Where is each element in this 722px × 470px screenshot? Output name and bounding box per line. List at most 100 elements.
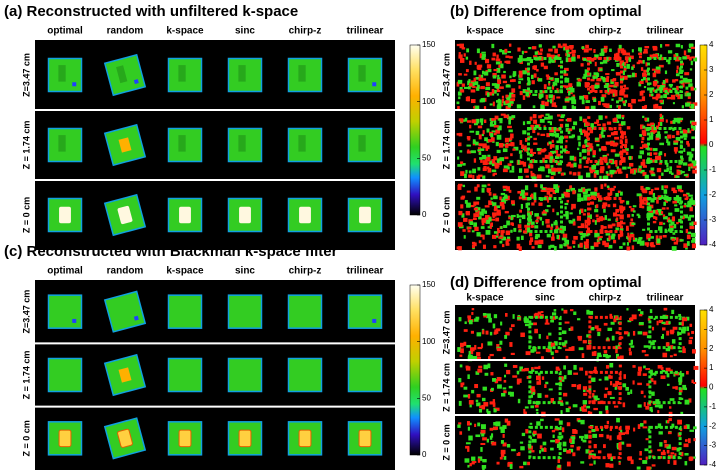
difference-speck <box>579 116 582 121</box>
difference-speck <box>564 375 567 379</box>
difference-speck <box>656 134 661 138</box>
difference-speck <box>653 73 657 78</box>
difference-speck <box>631 145 634 149</box>
difference-speck <box>495 421 500 426</box>
difference-speck <box>690 163 694 166</box>
difference-speck <box>499 241 502 244</box>
difference-speck <box>510 230 512 233</box>
colorbar-tick-label: -1 <box>709 402 717 411</box>
difference-speck <box>467 227 469 230</box>
difference-speck <box>683 148 685 152</box>
difference-speck <box>569 347 573 351</box>
difference-speck <box>684 425 687 429</box>
difference-speck <box>690 324 693 327</box>
difference-speck <box>674 354 677 356</box>
difference-speck <box>565 322 570 324</box>
difference-speck <box>489 354 493 356</box>
difference-speck <box>538 245 542 249</box>
difference-speck <box>493 156 497 160</box>
difference-speck <box>496 55 498 59</box>
difference-speck <box>494 231 498 234</box>
difference-speck <box>474 208 478 211</box>
difference-speck <box>651 174 655 177</box>
difference-speck <box>504 380 507 383</box>
column-label: trilinear <box>647 293 684 304</box>
difference-speck <box>665 70 667 74</box>
difference-speck <box>552 102 556 107</box>
difference-speck <box>466 69 469 72</box>
difference-speck <box>486 409 488 413</box>
difference-speck <box>577 148 579 150</box>
difference-speck <box>686 205 691 207</box>
difference-speck <box>540 134 545 136</box>
difference-speck <box>457 156 459 159</box>
difference-speck <box>491 58 495 61</box>
difference-speck <box>547 87 551 90</box>
difference-speck <box>563 448 567 452</box>
difference-speck <box>480 148 484 151</box>
difference-speck <box>544 66 548 69</box>
difference-speck <box>623 374 626 379</box>
difference-speck <box>496 61 500 64</box>
difference-speck <box>611 149 616 152</box>
difference-speck <box>547 205 551 207</box>
phantom-detail <box>298 65 305 82</box>
difference-speck <box>517 237 520 241</box>
column-label: k-space <box>466 293 504 304</box>
difference-speck <box>532 439 537 443</box>
difference-speck <box>599 379 602 381</box>
difference-speck <box>483 130 485 134</box>
difference-speck <box>594 444 597 448</box>
difference-speck <box>644 49 648 53</box>
difference-speck <box>663 202 666 206</box>
difference-speck <box>523 121 525 125</box>
difference-speck <box>542 376 544 380</box>
difference-speck <box>550 320 554 323</box>
difference-speck <box>550 121 552 125</box>
difference-speck <box>628 103 631 107</box>
difference-speck <box>518 224 522 228</box>
difference-speck <box>493 245 496 248</box>
difference-speck <box>666 331 669 336</box>
difference-speck <box>517 378 522 382</box>
difference-speck <box>466 57 468 60</box>
difference-speck <box>617 166 620 168</box>
difference-speck <box>562 342 566 346</box>
difference-speck <box>577 136 580 141</box>
difference-speck <box>614 131 618 135</box>
difference-speck <box>536 69 539 72</box>
difference-speck <box>653 148 658 151</box>
difference-speck <box>500 202 505 206</box>
difference-speck <box>536 352 540 354</box>
difference-speck <box>659 222 663 225</box>
difference-speck <box>606 83 609 85</box>
difference-speck <box>591 165 596 170</box>
difference-speck <box>693 426 697 429</box>
difference-speck <box>596 144 599 146</box>
difference-speck <box>520 91 523 95</box>
difference-speck <box>683 134 688 138</box>
difference-speck <box>471 331 474 334</box>
difference-speck <box>585 100 589 103</box>
difference-speck <box>472 119 477 123</box>
difference-speck <box>605 387 608 389</box>
difference-speck <box>650 123 654 126</box>
difference-speck <box>534 73 537 77</box>
difference-speck <box>682 348 686 353</box>
difference-speck <box>539 96 542 99</box>
difference-speck <box>561 114 565 116</box>
difference-speck <box>691 136 695 138</box>
difference-speck <box>622 167 626 170</box>
image-cell <box>169 199 202 232</box>
difference-speck <box>632 73 635 78</box>
difference-speck <box>624 94 628 97</box>
difference-speck <box>620 171 622 173</box>
difference-speck <box>653 81 657 86</box>
difference-speck <box>525 185 528 190</box>
difference-speck <box>543 442 547 446</box>
difference-speck <box>664 131 667 133</box>
difference-speck <box>627 214 630 217</box>
colorbar-tick-label: 150 <box>422 40 436 49</box>
difference-speck <box>642 73 646 77</box>
difference-speck <box>572 190 575 194</box>
